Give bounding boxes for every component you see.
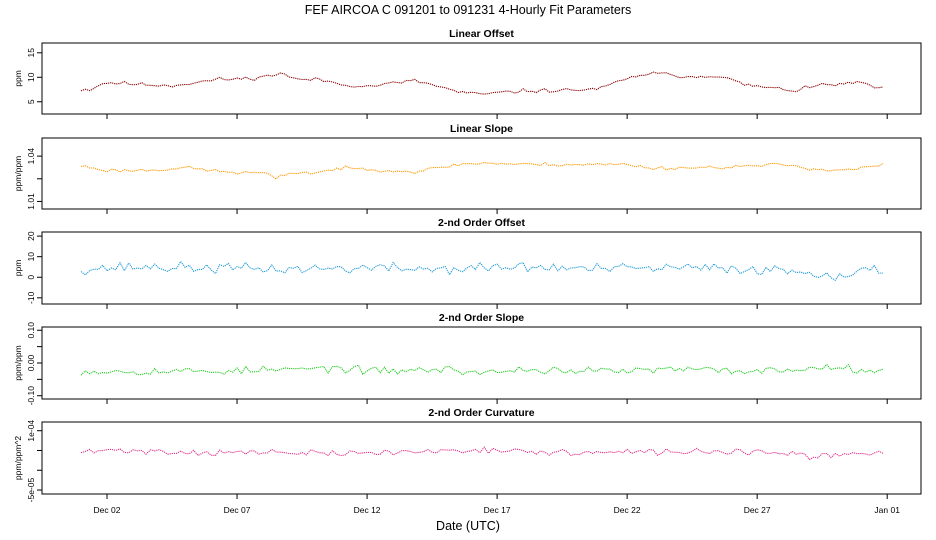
y-tick-label: 1e-04 bbox=[26, 420, 36, 442]
y-axis-label: ppm/ppm bbox=[13, 156, 23, 191]
y-tick-label: 20 bbox=[26, 231, 36, 241]
panel-title: Linear Offset bbox=[449, 28, 514, 40]
panel-5: 2-nd Order Curvature ppm/ppm^2-5e-05 1e-04… bbox=[13, 407, 922, 515]
x-tick-label: Dec 27 bbox=[744, 505, 771, 515]
series-line bbox=[80, 363, 884, 376]
y-tick-label: 15 bbox=[26, 48, 36, 58]
y-tick-label: 10 bbox=[26, 252, 36, 262]
y-tick-label: -0.10 bbox=[26, 386, 36, 406]
y-axis-label: ppm bbox=[13, 70, 23, 87]
y-tick-label: 0 bbox=[26, 275, 36, 280]
y-tick-label: 0.00 bbox=[26, 354, 36, 371]
x-axis-label: Date (UTC) bbox=[436, 519, 500, 533]
y-tick-label: 1.04 bbox=[26, 148, 36, 165]
y-tick-label: 10 bbox=[26, 72, 36, 82]
panel-4: 2-nd Order Slope ppm/ppm-0.10 0.00 0.10 bbox=[13, 312, 922, 406]
y-axis-label: ppm/ppm bbox=[13, 345, 23, 380]
panel-frame bbox=[41, 137, 922, 210]
panels-container: Linear Offset ppm 5 10 15 Linear Slope ppm/ppm… bbox=[13, 28, 922, 515]
y-tick-label: -10 bbox=[26, 291, 36, 304]
x-tick-label: Dec 12 bbox=[354, 505, 381, 515]
x-tick-label: Dec 17 bbox=[484, 505, 511, 515]
panel-frame bbox=[41, 231, 922, 305]
series-line bbox=[80, 446, 884, 461]
y-axis-label: ppm/ppm^2 bbox=[13, 436, 23, 480]
y-axis-label: ppm bbox=[13, 260, 23, 277]
y-tick-label: 5 bbox=[26, 99, 36, 104]
series-line bbox=[80, 161, 884, 180]
x-tick-label: Dec 02 bbox=[94, 505, 121, 515]
y-tick-label: -5e-05 bbox=[26, 477, 36, 502]
x-tick-label: Jan 01 bbox=[874, 505, 900, 515]
panel-title: 2-nd Order Slope bbox=[439, 312, 524, 324]
panel-frame bbox=[41, 421, 922, 495]
panel-frame bbox=[41, 42, 922, 115]
y-tick-label: 0.10 bbox=[26, 322, 36, 339]
x-tick-label: Dec 07 bbox=[224, 505, 251, 515]
figure-title: FEF AIRCOA C 091201 to 091231 4-Hourly F… bbox=[305, 3, 632, 17]
series-line bbox=[80, 260, 884, 282]
panel-3: 2-nd Order Offset ppm -10 0 10 20 bbox=[13, 217, 922, 309]
x-tick-label: Dec 22 bbox=[614, 505, 641, 515]
panel-1: Linear Offset ppm 5 10 15 bbox=[13, 28, 922, 119]
panel-title: 2-nd Order Offset bbox=[438, 217, 525, 229]
panel-title: Linear Slope bbox=[450, 123, 513, 135]
y-tick-label: 1.01 bbox=[26, 193, 36, 210]
panel-title: 2-nd Order Curvature bbox=[428, 407, 534, 419]
